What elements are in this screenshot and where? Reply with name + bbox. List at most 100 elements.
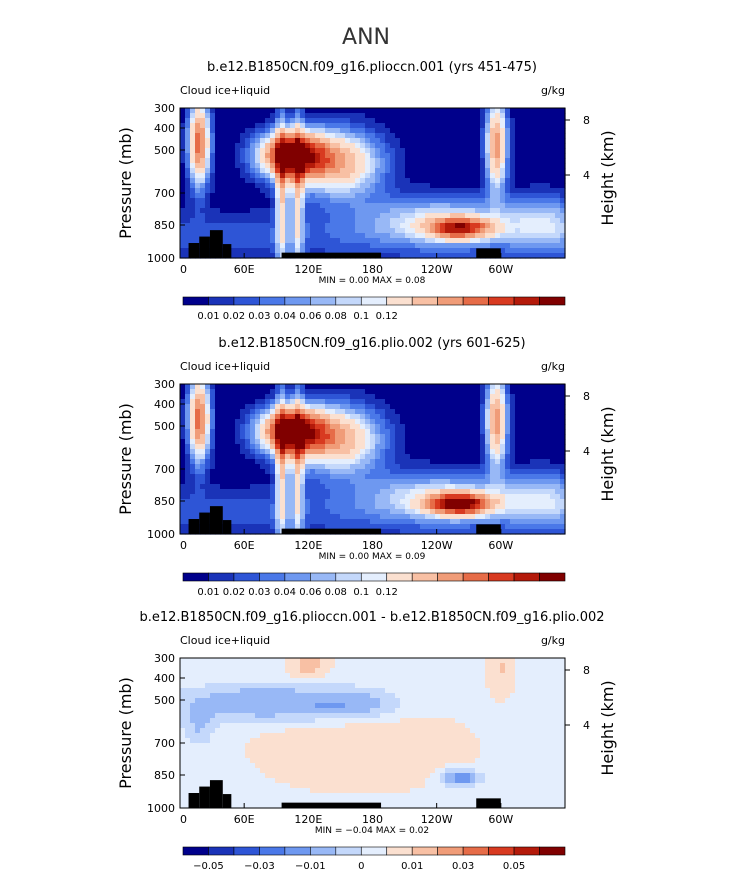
field-cell bbox=[180, 178, 186, 184]
field-cell bbox=[245, 183, 251, 189]
y2-tick-label: 8 bbox=[583, 390, 590, 403]
field-cell bbox=[510, 509, 516, 515]
field-cell bbox=[425, 474, 431, 480]
field-cell bbox=[405, 409, 411, 415]
field-cell bbox=[385, 394, 391, 400]
field-cell bbox=[380, 504, 386, 510]
field-cell bbox=[405, 108, 411, 114]
field-cell bbox=[415, 414, 421, 420]
field-cell bbox=[530, 394, 536, 400]
field-cell bbox=[550, 439, 556, 445]
field-cell bbox=[195, 479, 201, 485]
field-cell bbox=[265, 113, 271, 119]
field-cell bbox=[345, 113, 351, 119]
field-cell bbox=[210, 173, 216, 179]
field-cell bbox=[330, 419, 336, 425]
y-tick-label: 300 bbox=[154, 378, 175, 391]
field-cell bbox=[495, 153, 501, 159]
field-cell bbox=[290, 213, 296, 219]
field-cell bbox=[185, 688, 191, 694]
field-cell bbox=[235, 489, 241, 495]
field-cell bbox=[550, 429, 556, 435]
field-cell bbox=[430, 439, 436, 445]
field-cell bbox=[495, 133, 501, 139]
field-cell bbox=[440, 178, 446, 184]
field-cell bbox=[360, 243, 366, 249]
field-cell bbox=[265, 203, 271, 209]
field-cell bbox=[550, 399, 556, 405]
field-cell bbox=[230, 459, 236, 465]
field-cell bbox=[320, 128, 326, 134]
field-cell bbox=[225, 404, 231, 410]
field-cell bbox=[425, 118, 431, 124]
field-cell bbox=[205, 108, 211, 114]
field-cell bbox=[390, 444, 396, 450]
field-cell bbox=[260, 253, 266, 259]
field-cell bbox=[390, 193, 396, 199]
field-cell bbox=[180, 474, 186, 480]
field-cell bbox=[185, 464, 191, 470]
field-cell bbox=[285, 178, 291, 184]
field-cell bbox=[350, 138, 356, 144]
field-cell bbox=[310, 213, 316, 219]
field-cell bbox=[290, 183, 296, 189]
field-cell bbox=[410, 424, 416, 430]
field-cell bbox=[205, 173, 211, 179]
field-cell bbox=[215, 718, 221, 724]
field-cell bbox=[215, 758, 221, 764]
field-cell bbox=[460, 449, 466, 455]
field-cell bbox=[535, 138, 541, 144]
x-tick-label: 60W bbox=[488, 539, 513, 552]
field-cell bbox=[525, 123, 531, 129]
field-cell bbox=[475, 434, 481, 440]
field-cell bbox=[370, 384, 376, 390]
field-cell bbox=[530, 203, 536, 209]
field-cell bbox=[290, 469, 296, 475]
field-cell bbox=[320, 509, 326, 515]
field-cell bbox=[425, 168, 431, 174]
field-cell bbox=[330, 484, 336, 490]
field-cell bbox=[240, 148, 246, 154]
field-cell bbox=[470, 253, 476, 259]
field-cell bbox=[290, 128, 296, 134]
field-cell bbox=[420, 529, 426, 535]
field-cell bbox=[425, 489, 431, 495]
field-cell bbox=[270, 519, 276, 525]
field-cell bbox=[290, 504, 296, 510]
field-cell bbox=[280, 444, 286, 450]
field-cell bbox=[520, 424, 526, 430]
field-cell bbox=[445, 223, 451, 229]
field-cell bbox=[320, 424, 326, 430]
field-cell bbox=[245, 429, 251, 435]
field-cell bbox=[210, 753, 216, 759]
field-cell bbox=[520, 188, 526, 194]
field-cell bbox=[395, 424, 401, 430]
field-cell bbox=[370, 233, 376, 239]
field-cell bbox=[550, 489, 556, 495]
field-cell bbox=[465, 394, 471, 400]
field-cell bbox=[365, 203, 371, 209]
panel-3: b.e12.B1850CN.f09_g16.plioccn.001 - b.e1… bbox=[116, 610, 617, 872]
field-cell bbox=[180, 223, 186, 229]
field-cell bbox=[195, 163, 201, 169]
field-cell bbox=[465, 409, 471, 415]
y-axis-title: Pressure (mb) bbox=[116, 403, 135, 515]
field-cell bbox=[390, 108, 396, 114]
field-cell bbox=[495, 183, 501, 189]
field-cell bbox=[355, 213, 361, 219]
field-cell bbox=[535, 404, 541, 410]
field-cell bbox=[240, 469, 246, 475]
field-cell bbox=[355, 429, 361, 435]
colorbar-box bbox=[462, 296, 489, 306]
field-cell bbox=[360, 218, 366, 224]
field-cell bbox=[195, 183, 201, 189]
field-cell bbox=[560, 489, 566, 495]
field-cell bbox=[520, 108, 526, 114]
field-cell bbox=[340, 419, 346, 425]
field-cell bbox=[420, 228, 426, 234]
field-cell bbox=[190, 429, 196, 435]
field-cell bbox=[545, 399, 551, 405]
field-cell bbox=[350, 484, 356, 490]
field-cell bbox=[205, 439, 211, 445]
